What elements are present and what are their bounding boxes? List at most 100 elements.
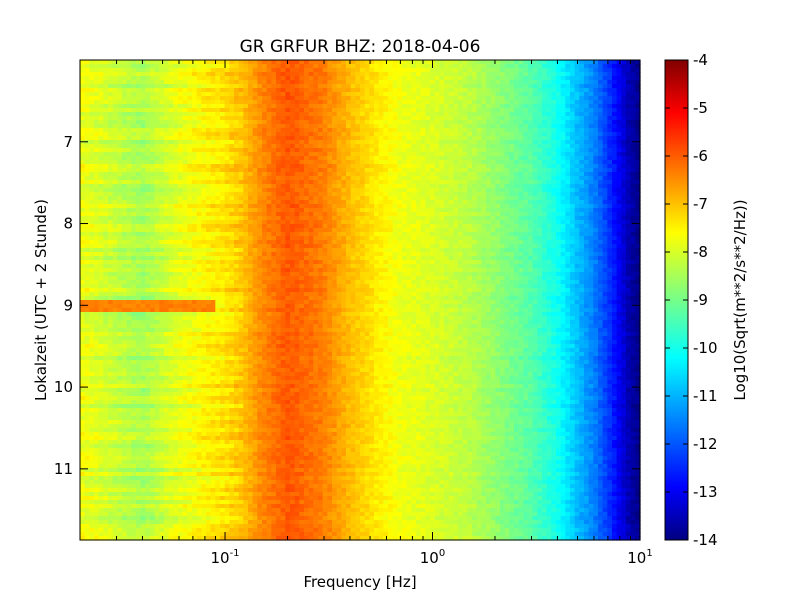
heatmap-cell <box>89 60 94 65</box>
heatmap-cell <box>85 268 90 273</box>
heatmap-cell <box>229 496 234 501</box>
heatmap-cell <box>253 380 258 385</box>
heatmap-cell <box>201 492 206 497</box>
heatmap-cell <box>94 328 99 333</box>
heatmap-cell <box>117 416 122 421</box>
heatmap-cell <box>131 484 136 489</box>
heatmap-cell <box>267 508 272 513</box>
heatmap-cell <box>103 532 108 537</box>
heatmap-cell <box>234 232 239 237</box>
heatmap-cell <box>243 320 248 325</box>
heatmap-cell <box>103 412 108 417</box>
heatmap-cell <box>159 300 164 305</box>
heatmap-cell <box>248 320 253 325</box>
heatmap-cell <box>183 452 188 457</box>
heatmap-cell <box>257 500 262 505</box>
heatmap-cell <box>257 444 262 449</box>
heatmap-cell <box>211 376 216 381</box>
heatmap-cell <box>197 456 202 461</box>
heatmap-cell <box>117 364 122 369</box>
heatmap-cell <box>173 144 178 149</box>
heatmap-cell <box>150 276 155 281</box>
heatmap-cell <box>164 324 169 329</box>
heatmap-cell <box>117 272 122 277</box>
heatmap-cell <box>164 308 169 313</box>
heatmap-cell <box>229 216 234 221</box>
heatmap-cell <box>267 160 272 165</box>
heatmap-cell <box>192 216 197 221</box>
heatmap-cell <box>159 76 164 81</box>
heatmap-cell <box>197 80 202 85</box>
heatmap-cell <box>215 332 220 337</box>
heatmap-cell <box>243 308 248 313</box>
heatmap-cell <box>220 204 225 209</box>
heatmap-cell <box>122 340 127 345</box>
heatmap-cell <box>225 508 230 513</box>
heatmap-cell <box>113 84 118 89</box>
heatmap-cell <box>159 368 164 373</box>
heatmap-cell <box>234 420 239 425</box>
heatmap-cell <box>108 492 113 497</box>
heatmap-cell <box>211 312 216 317</box>
heatmap-cell <box>80 460 85 465</box>
heatmap-cell <box>201 180 206 185</box>
heatmap-cell <box>122 468 127 473</box>
heatmap-cell <box>159 128 164 133</box>
heatmap-cell <box>145 284 150 289</box>
heatmap-cell <box>271 256 276 261</box>
heatmap-cell <box>136 128 141 133</box>
heatmap-cell <box>187 152 192 157</box>
heatmap-cell <box>173 368 178 373</box>
heatmap-cell <box>108 512 113 517</box>
heatmap-cell <box>197 96 202 101</box>
heatmap-cell <box>234 216 239 221</box>
heatmap-cell <box>80 428 85 433</box>
heatmap-cell <box>80 408 85 413</box>
heatmap-cell <box>164 496 169 501</box>
heatmap-cell <box>113 188 118 193</box>
heatmap-cell <box>155 516 160 521</box>
heatmap-cell <box>150 80 155 85</box>
heatmap-cell <box>155 388 160 393</box>
heatmap-cell <box>122 400 127 405</box>
heatmap-cell <box>267 188 272 193</box>
heatmap-cell <box>183 268 188 273</box>
heatmap-cell <box>178 96 183 101</box>
heatmap-cell <box>257 432 262 437</box>
heatmap-cell <box>220 412 225 417</box>
heatmap-cell <box>248 468 253 473</box>
heatmap-cell <box>155 532 160 537</box>
heatmap-cell <box>99 220 104 225</box>
heatmap-cell <box>173 204 178 209</box>
heatmap-cell <box>94 448 99 453</box>
heatmap-cell <box>85 384 90 389</box>
heatmap-cell <box>169 328 174 333</box>
heatmap-cell <box>225 76 230 81</box>
heatmap-cell <box>150 248 155 253</box>
heatmap-cell <box>197 256 202 261</box>
heatmap-cell <box>234 296 239 301</box>
heatmap-cell <box>215 348 220 353</box>
heatmap-cell <box>94 104 99 109</box>
heatmap-cell <box>94 280 99 285</box>
heatmap-cell <box>141 132 146 137</box>
heatmap-cell <box>80 412 85 417</box>
heatmap-cell <box>243 500 248 505</box>
heatmap-cell <box>197 188 202 193</box>
heatmap-cell <box>113 224 118 229</box>
heatmap-cell <box>103 432 108 437</box>
heatmap-cell <box>262 516 267 521</box>
heatmap-cell <box>229 380 234 385</box>
heatmap-cell <box>155 440 160 445</box>
heatmap-cell <box>187 528 192 533</box>
heatmap-cell <box>131 252 136 257</box>
heatmap-cell <box>150 476 155 481</box>
heatmap-cell <box>108 196 113 201</box>
heatmap-cell <box>117 124 122 129</box>
heatmap-cell <box>127 508 132 513</box>
heatmap-cell <box>169 356 174 361</box>
heatmap-cell <box>99 92 104 97</box>
heatmap-cell <box>117 80 122 85</box>
heatmap-cell <box>178 424 183 429</box>
heatmap-cell <box>145 288 150 293</box>
